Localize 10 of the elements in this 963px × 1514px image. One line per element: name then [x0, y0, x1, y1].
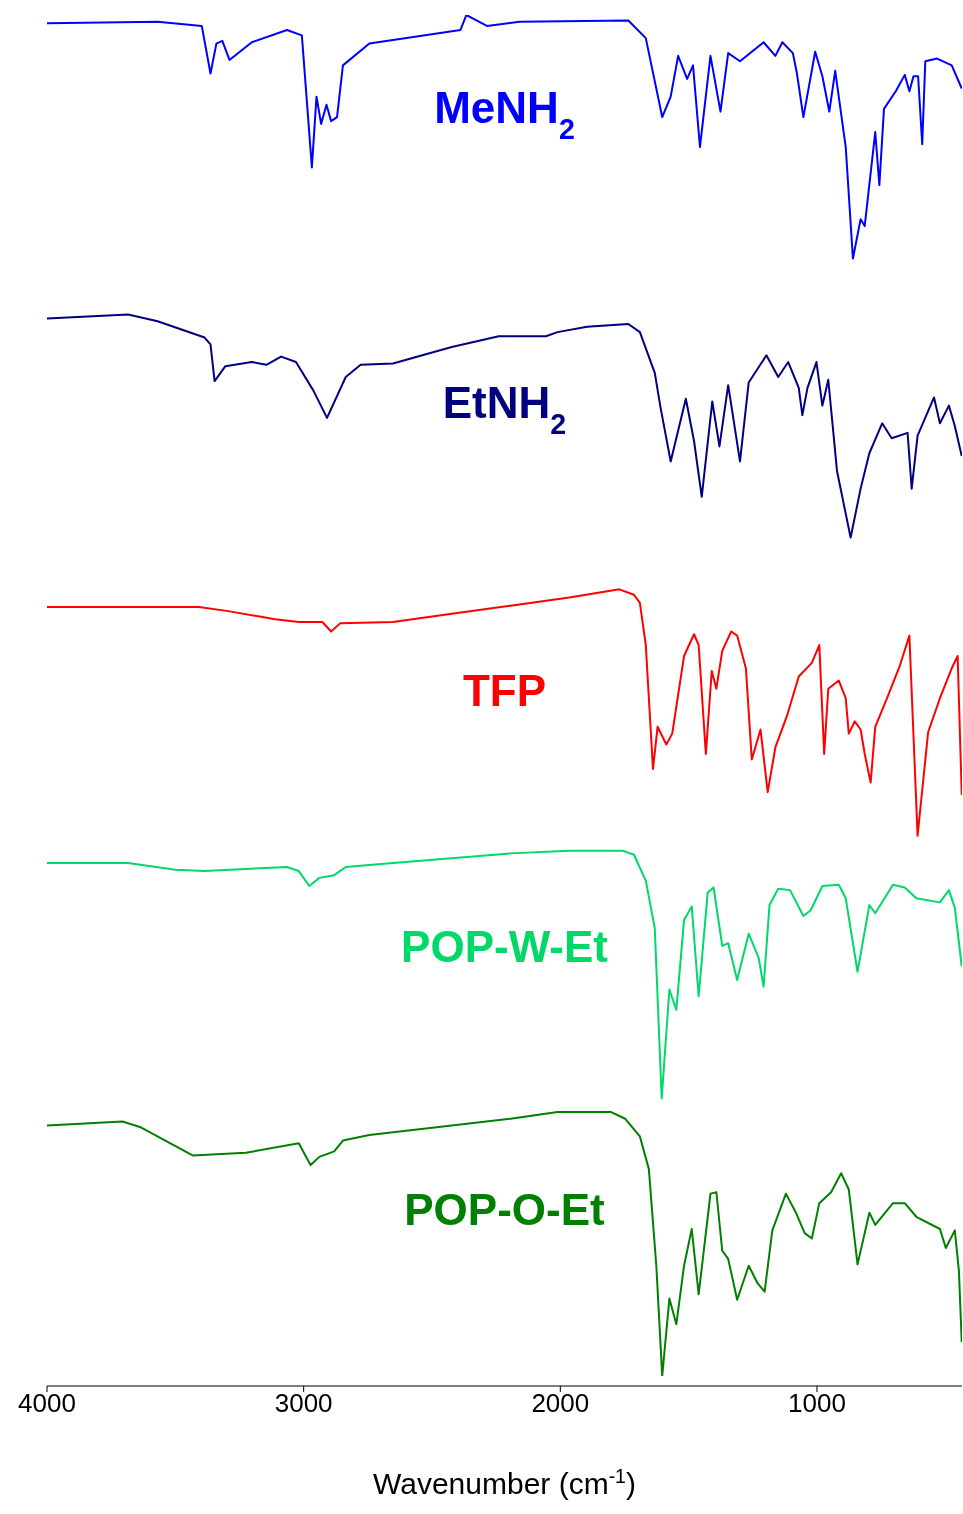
series-label: POP-O-Et — [404, 1184, 606, 1234]
x-tick-label: 1000 — [788, 1388, 846, 1419]
series-label: POP-W-Et — [401, 922, 609, 972]
series-label: TFP — [462, 666, 547, 716]
series-label: EtNH$_{2}$ — [442, 377, 567, 440]
series-label: MeNH$_{2}$ — [434, 82, 575, 145]
x-tick-label: 4000 — [18, 1388, 76, 1419]
x-tick-label: 2000 — [531, 1388, 590, 1419]
x-tick-label: 3000 — [274, 1388, 333, 1419]
x-axis-title: Wavenumber (cm$^{-1}$) — [373, 1465, 636, 1500]
